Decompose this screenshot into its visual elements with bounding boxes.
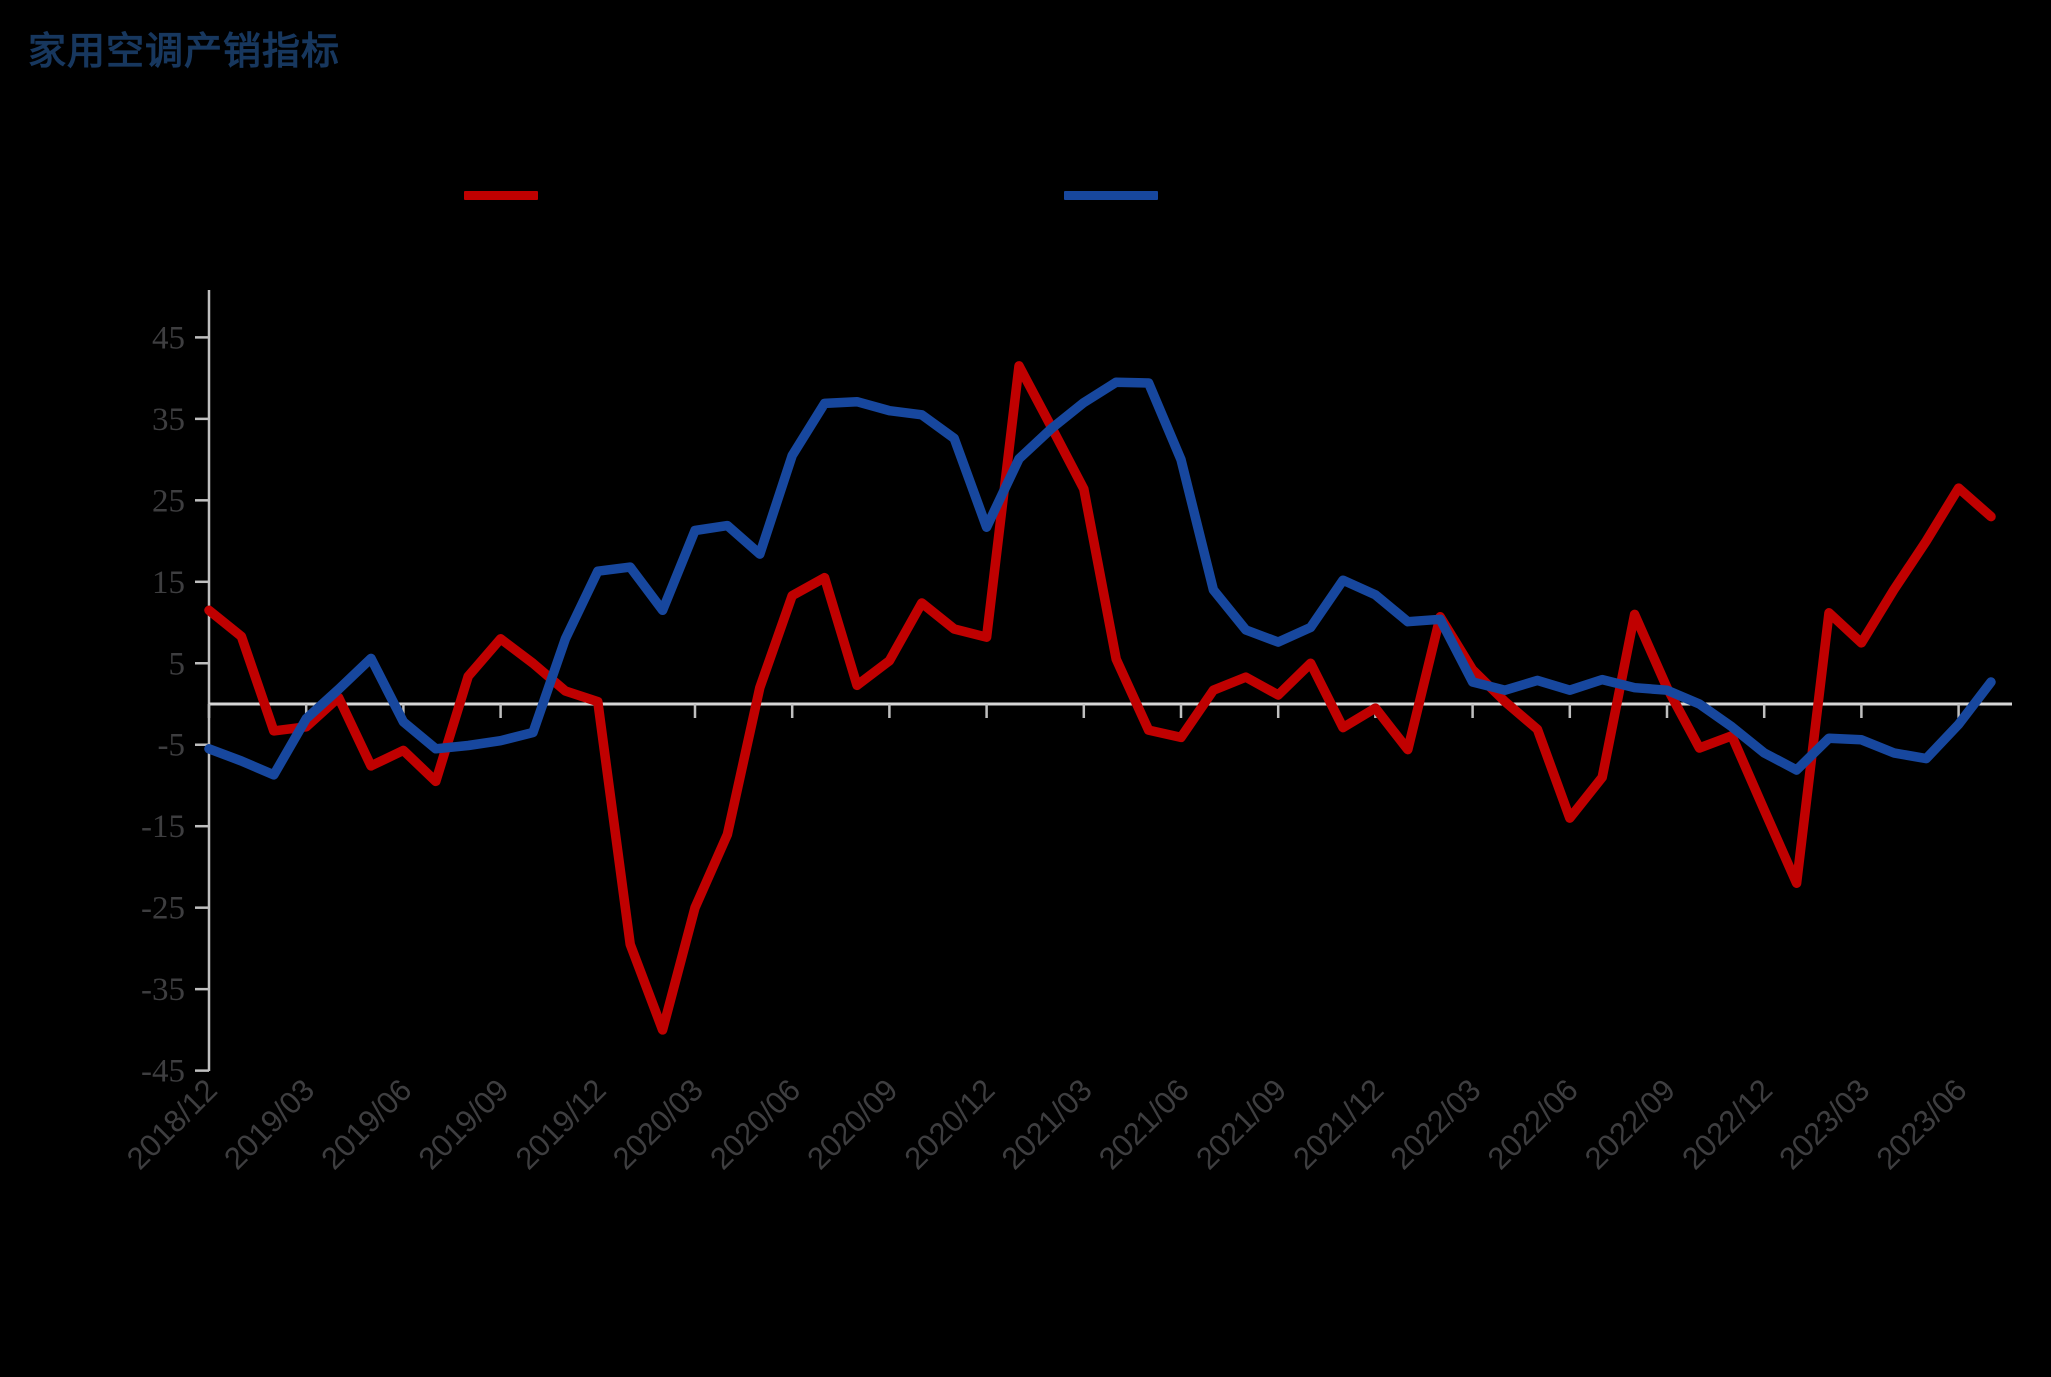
y-tick-label: 15 bbox=[152, 565, 185, 601]
x-tick-label: 2019/06 bbox=[314, 1072, 418, 1176]
x-tick-label: 2021/09 bbox=[1189, 1072, 1293, 1176]
x-tick-label: 2019/09 bbox=[412, 1072, 516, 1176]
y-tick-label: -15 bbox=[141, 809, 185, 845]
y-tick-label: 5 bbox=[169, 646, 186, 682]
blue_series-line bbox=[204, 377, 1996, 780]
x-tick-label: 2023/03 bbox=[1772, 1072, 1876, 1176]
x-tick-label: 2022/06 bbox=[1481, 1072, 1585, 1176]
y-tick-label: -5 bbox=[158, 728, 186, 764]
x-tick-label: 2022/03 bbox=[1384, 1072, 1488, 1176]
red_series-line bbox=[204, 361, 1996, 1035]
y-tick-label: -25 bbox=[141, 891, 185, 927]
x-tick-label: 2019/12 bbox=[509, 1072, 613, 1176]
y-tick-label: 25 bbox=[152, 483, 185, 519]
y-tick-label: 45 bbox=[152, 320, 185, 356]
legend-red-line-swatch bbox=[464, 191, 538, 200]
x-tick-label: 2020/06 bbox=[703, 1072, 807, 1176]
x-tick-label: 2020/12 bbox=[898, 1072, 1002, 1176]
x-tick-label: 2020/03 bbox=[606, 1072, 710, 1176]
y-tick-label: -35 bbox=[141, 972, 185, 1008]
x-tick-label: 2021/06 bbox=[1092, 1072, 1196, 1176]
x-tick-label: 2021/12 bbox=[1286, 1072, 1390, 1176]
x-tick-label: 2021/03 bbox=[995, 1072, 1099, 1176]
x-tick-label: 2022/12 bbox=[1675, 1072, 1779, 1176]
y-tick-label: -45 bbox=[141, 1054, 185, 1090]
x-tick-label: 2023/06 bbox=[1870, 1072, 1974, 1176]
x-tick-label: 2020/09 bbox=[800, 1072, 904, 1176]
x-tick-label: 2022/09 bbox=[1578, 1072, 1682, 1176]
chart-title: 家用空调产销指标 bbox=[28, 31, 341, 73]
y-tick-label: 35 bbox=[152, 402, 185, 438]
x-tick-label: 2019/03 bbox=[217, 1072, 321, 1176]
legend-blue-line-swatch bbox=[1064, 191, 1158, 200]
